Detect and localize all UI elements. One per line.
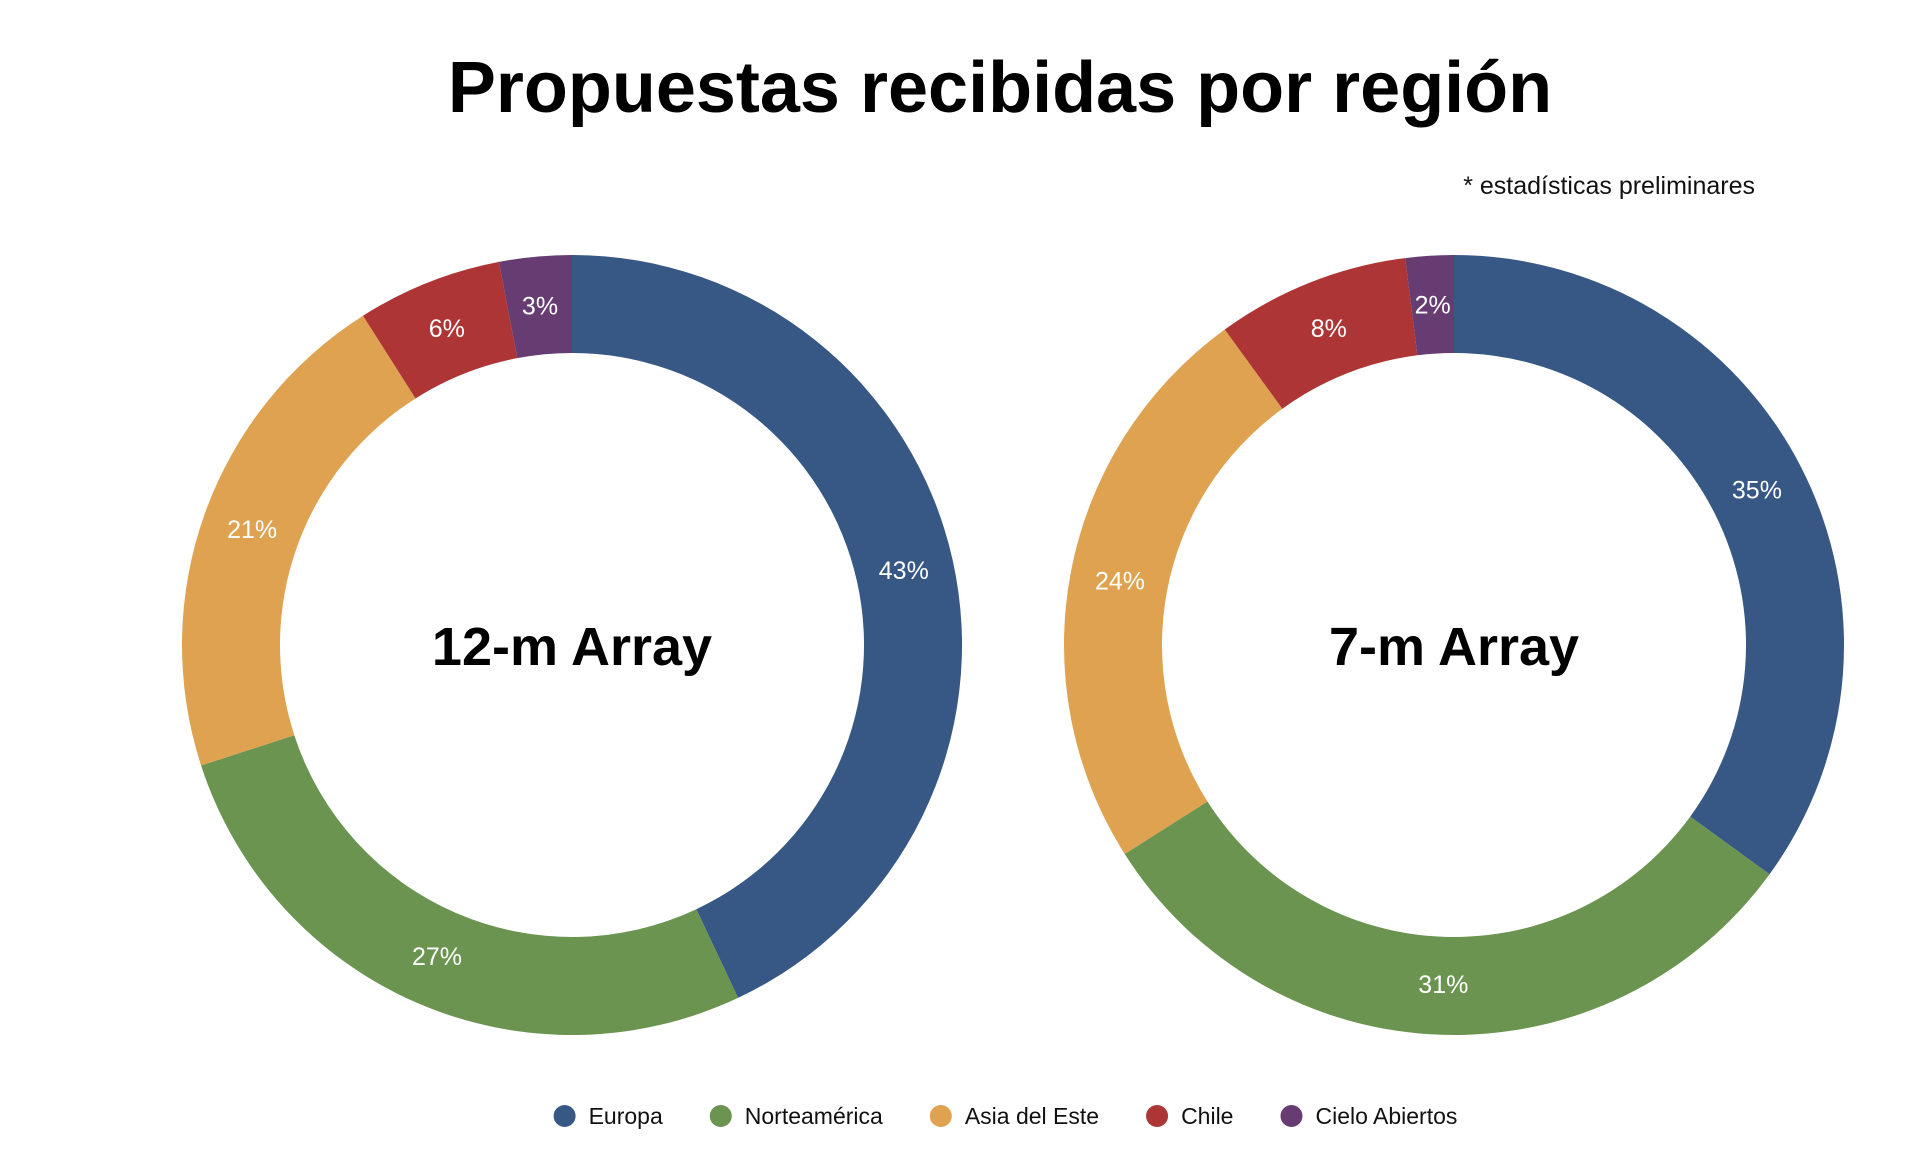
- slice-cielo-abiertos: [498, 255, 572, 359]
- preliminary-note: * estadísticas preliminares: [1463, 172, 1755, 200]
- slice-asia-del-este: [181, 315, 416, 766]
- legend-swatch: [553, 1105, 576, 1127]
- legend: Europa Norteamérica Asia del Este Chile Ciel…: [553, 1103, 1457, 1129]
- donut-7m-array: 35% 31% 24% 8% 2% 7-m Array: [1064, 255, 1845, 1036]
- donut-center-label: 12-m Array: [432, 617, 712, 677]
- slice-norteamerica: [201, 735, 739, 1035]
- slice-label-norteamerica: 27%: [412, 943, 462, 971]
- donut-center-label: 7-m Array: [1329, 617, 1579, 677]
- slice-asia-del-este: [1064, 329, 1283, 854]
- legend-label: Asia del Este: [965, 1103, 1099, 1129]
- chart-title: Propuestas recibidas por región: [448, 48, 1552, 128]
- slice-cielo-abiertos: [1405, 255, 1454, 356]
- legend-item-norteamerica: Norteamérica: [709, 1103, 883, 1129]
- slice-label-cielo-abiertos: 3%: [522, 293, 558, 321]
- legend-swatch: [1146, 1105, 1169, 1127]
- legend-item-europa: Europa: [553, 1103, 663, 1129]
- legend-label: Europa: [589, 1103, 663, 1129]
- legend-label: Chile: [1181, 1103, 1233, 1129]
- legend-swatch: [929, 1105, 952, 1127]
- slice-label-asia-del-este: 21%: [227, 516, 277, 544]
- slice-europa: [572, 255, 963, 998]
- slice-norteamerica: [1124, 801, 1770, 1036]
- slice-label-norteamerica: 31%: [1418, 971, 1468, 999]
- legend-label: Norteamérica: [745, 1103, 883, 1129]
- slice-label-asia-del-este: 24%: [1095, 567, 1145, 595]
- slice-chile: [1224, 258, 1418, 409]
- legend-swatch: [709, 1105, 732, 1127]
- slice-label-chile: 8%: [1311, 315, 1347, 343]
- slice-label-europa: 35%: [1732, 477, 1782, 505]
- slice-label-chile: 6%: [429, 315, 465, 343]
- legend-swatch: [1280, 1105, 1303, 1127]
- slice-label-europa: 43%: [879, 557, 929, 585]
- legend-item-chile: Chile: [1146, 1103, 1233, 1129]
- legend-label: Cielo Abiertos: [1315, 1103, 1457, 1129]
- legend-item-cielo-abiertos: Cielo Abiertos: [1280, 1103, 1457, 1129]
- slice-label-cielo-abiertos: 2%: [1415, 292, 1451, 320]
- donut-12m-array: 43% 27% 21% 6% 3% 12-m Array: [181, 255, 963, 1035]
- legend-item-asia-del-este: Asia del Este: [929, 1103, 1099, 1129]
- slice-chile: [363, 261, 518, 399]
- slice-europa: [1454, 255, 1845, 875]
